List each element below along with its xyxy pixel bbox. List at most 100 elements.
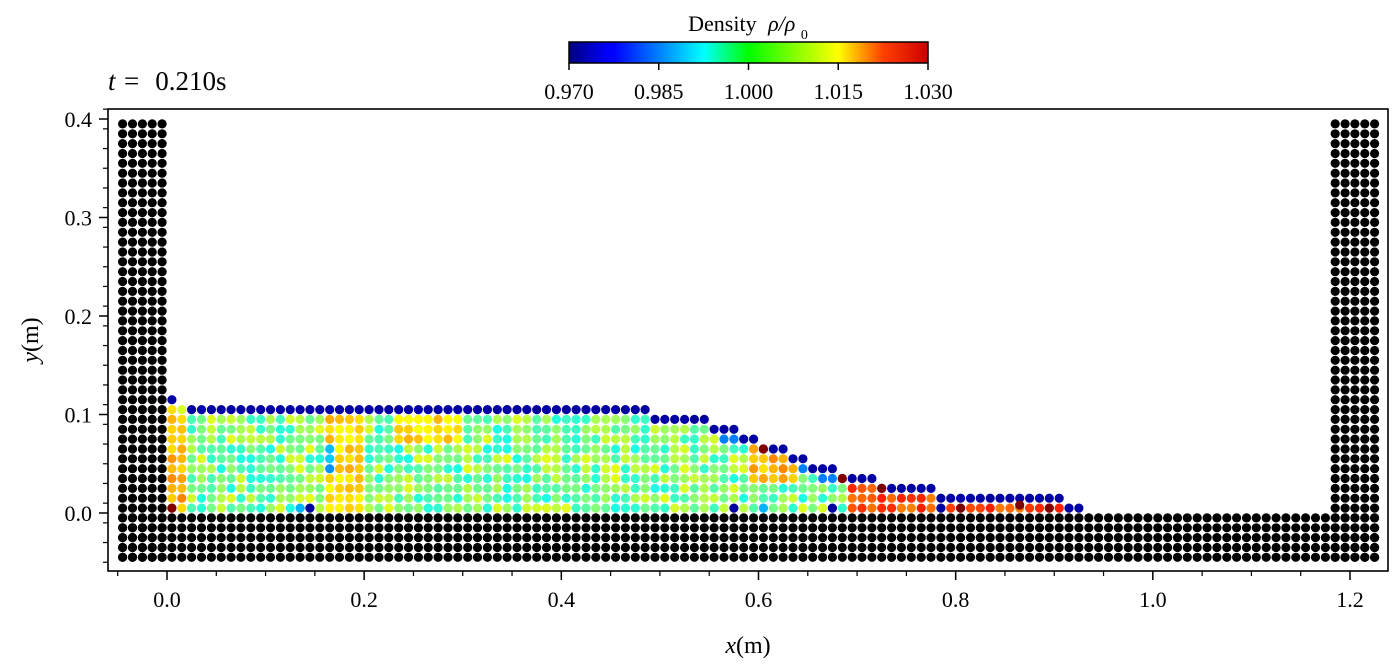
fluid-particle — [749, 444, 759, 454]
fluid-particle — [384, 414, 394, 424]
boundary-particle — [137, 198, 147, 208]
fluid-particle — [167, 473, 177, 484]
fluid-particle — [177, 424, 187, 434]
fluid-particle — [709, 503, 719, 513]
boundary-particle — [482, 513, 492, 523]
boundary-particle — [1054, 552, 1064, 562]
boundary-particle — [620, 523, 631, 533]
boundary-particle — [118, 552, 128, 562]
boundary-particle — [541, 552, 552, 562]
fluid-particle — [196, 405, 207, 415]
boundary-particle — [1340, 365, 1350, 375]
boundary-particle — [532, 523, 542, 533]
boundary-particle — [1172, 523, 1183, 533]
boundary-particle — [147, 464, 157, 474]
fluid-particle — [611, 473, 621, 484]
fluid-particle — [492, 424, 502, 434]
fluid-particle — [315, 503, 325, 513]
boundary-particle — [689, 513, 700, 523]
boundary-particle — [137, 168, 147, 178]
boundary-particle — [788, 523, 798, 533]
boundary-particle — [1330, 375, 1340, 385]
boundary-particle — [1153, 533, 1163, 543]
fluid-particle — [561, 464, 571, 474]
fluid-particle — [374, 493, 384, 503]
fluid-particle — [788, 483, 798, 493]
boundary-particle — [1360, 503, 1370, 513]
boundary-particle — [1370, 139, 1380, 149]
fluid-particle — [571, 434, 581, 444]
fluid-particle — [660, 503, 670, 513]
boundary-particle — [581, 533, 591, 543]
fluid-particle — [256, 414, 266, 424]
fluid-particle — [265, 454, 276, 464]
fluid-particle — [443, 493, 453, 503]
fluid-particle — [502, 503, 512, 513]
boundary-particle — [246, 523, 256, 533]
boundary-particle — [354, 542, 364, 553]
fluid-particle — [177, 444, 187, 454]
boundary-particle — [118, 158, 128, 168]
boundary-particle — [364, 513, 374, 523]
boundary-particle — [147, 503, 157, 513]
boundary-particle — [591, 523, 601, 533]
boundary-particle — [1330, 208, 1340, 218]
fluid-particle — [265, 414, 276, 424]
boundary-particle — [472, 513, 483, 523]
boundary-particle — [975, 552, 985, 562]
boundary-particle — [403, 523, 414, 533]
fluid-particle — [413, 454, 423, 464]
boundary-particle — [1261, 533, 1271, 543]
boundary-particle — [709, 513, 719, 523]
boundary-particle — [157, 483, 167, 493]
boundary-particle — [167, 533, 177, 543]
fluid-particle — [285, 493, 295, 503]
boundary-particle — [1350, 139, 1360, 149]
fluid-particle — [226, 454, 236, 464]
boundary-particle — [995, 552, 1005, 562]
fluid-particle — [857, 493, 867, 503]
fluid-particle — [354, 434, 364, 444]
boundary-particle — [1301, 523, 1311, 533]
fluid-particle — [413, 473, 423, 484]
fluid-particle — [601, 503, 611, 513]
fluid-particle — [364, 503, 374, 513]
boundary-particle — [1350, 326, 1360, 336]
boundary-particle — [137, 267, 147, 277]
boundary-particle — [758, 552, 769, 562]
fluid-particle — [709, 493, 719, 503]
fluid-particle — [384, 444, 394, 454]
boundary-particle — [384, 513, 394, 523]
fluid-particle — [295, 503, 305, 513]
fluid-particle — [768, 493, 778, 503]
boundary-particle — [749, 523, 759, 533]
fluid-particle — [798, 464, 808, 474]
boundary-particle — [1271, 542, 1281, 553]
fluid-particle — [561, 424, 571, 434]
boundary-particle — [453, 523, 463, 533]
boundary-particle — [118, 503, 128, 513]
fluid-particle — [502, 434, 512, 444]
boundary-particle — [394, 542, 404, 553]
fluid-particle — [463, 414, 473, 424]
fluid-particle — [640, 493, 650, 503]
boundary-particle — [1360, 178, 1370, 188]
boundary-particle — [147, 158, 157, 168]
boundary-particle — [325, 542, 335, 553]
boundary-particle — [147, 306, 157, 316]
fluid-particle — [561, 503, 571, 513]
fluid-particle — [295, 454, 305, 464]
boundary-particle — [749, 552, 759, 562]
fluid-particle — [433, 405, 443, 415]
fluid-particle — [798, 473, 808, 484]
boundary-particle — [995, 523, 1005, 533]
fluid-particle — [246, 405, 256, 415]
fluid-particle — [423, 414, 433, 424]
fluid-particle — [611, 483, 621, 493]
boundary-particle — [147, 345, 157, 356]
boundary-particle — [1074, 513, 1084, 523]
boundary-particle — [827, 542, 838, 553]
boundary-particle — [1301, 513, 1311, 523]
boundary-particle — [601, 542, 611, 553]
boundary-particle — [857, 513, 867, 523]
